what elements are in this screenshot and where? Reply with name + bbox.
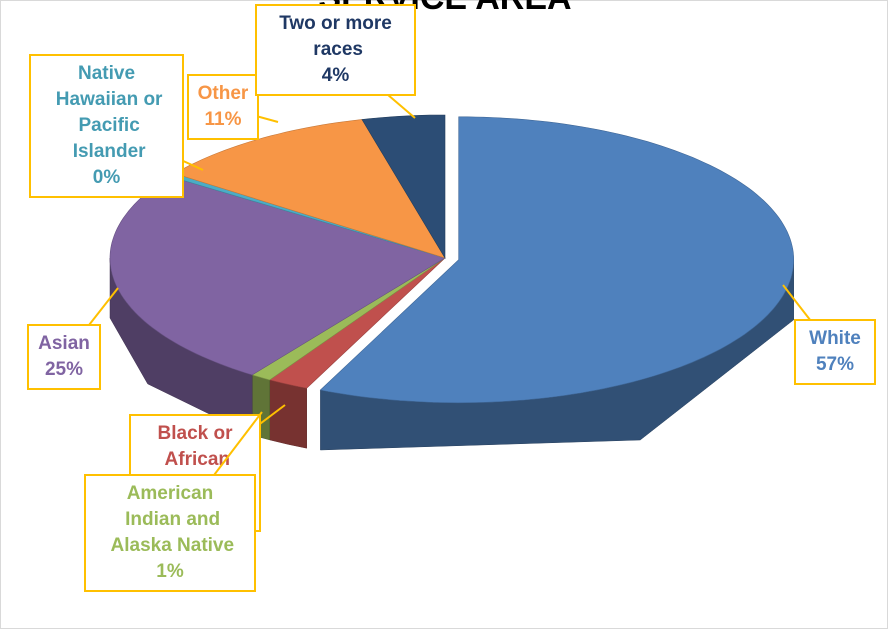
callout-box: [255, 4, 416, 96]
value-label: 25%: [45, 359, 83, 380]
value-label: 1%: [156, 561, 184, 582]
category-label: Native Hawaiian or Pacific Islander: [51, 63, 164, 162]
value-label: 11%: [205, 109, 242, 130]
callout-box: [794, 319, 876, 385]
slice: [109, 176, 446, 376]
slice-side: [269, 379, 307, 449]
value-label: 0%: [93, 167, 121, 188]
category-label: Other: [198, 83, 249, 104]
category-label: White: [809, 328, 861, 349]
category-label: American Indian and Alaska Native: [106, 483, 234, 556]
slice: [268, 257, 446, 389]
value-label: 4%: [322, 65, 350, 86]
callout-box: [29, 54, 184, 198]
value-label: 57%: [816, 354, 854, 375]
labels: White 57% Asian 25% Native Hawaiian or Pacif…: [27, 4, 876, 592]
slice: [361, 114, 446, 260]
pie: [109, 114, 795, 451]
category-label: Asian: [38, 333, 90, 354]
callout-box: [27, 324, 101, 390]
category-label: Two or more races: [279, 13, 392, 60]
callout-box: [187, 74, 259, 140]
callout-box: [84, 474, 256, 592]
